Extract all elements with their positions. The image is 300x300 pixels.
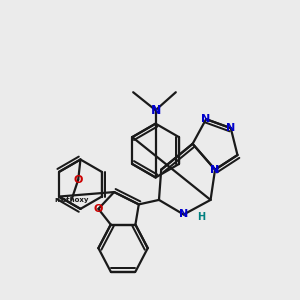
Text: N: N: [150, 104, 161, 117]
Text: N: N: [226, 123, 236, 133]
Text: methoxy: methoxy: [54, 197, 89, 203]
Text: N: N: [210, 165, 220, 175]
Text: O: O: [74, 175, 83, 185]
Text: N: N: [210, 165, 220, 175]
Text: N: N: [179, 209, 188, 220]
Text: N: N: [202, 114, 211, 124]
Text: H: H: [197, 212, 206, 222]
Text: O: O: [94, 204, 103, 214]
